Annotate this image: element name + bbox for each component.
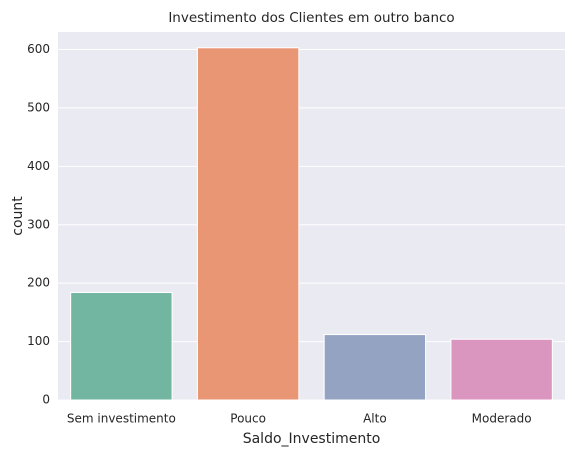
- bar: [450, 338, 553, 401]
- y-axis-label: count: [10, 196, 26, 236]
- y-tick-label: 300: [27, 217, 50, 231]
- x-tick-label: Sem investimento: [67, 412, 176, 426]
- x-axis-label: Saldo_Investimento: [243, 431, 381, 447]
- y-tick-label: 400: [27, 159, 50, 173]
- bar: [323, 334, 427, 401]
- y-tick-label: 200: [27, 276, 50, 290]
- y-tick-label: 100: [27, 334, 50, 348]
- y-tick-label: 0: [42, 393, 50, 407]
- y-tick-label: 600: [27, 42, 50, 56]
- x-tick-label: Moderado: [472, 412, 532, 426]
- x-tick-label: Alto: [363, 412, 387, 426]
- chart-title: Investimento dos Clientes em outro banco: [168, 10, 454, 26]
- x-tick-label: Pouco: [230, 412, 266, 426]
- bar: [70, 292, 173, 401]
- bar: [196, 47, 300, 401]
- y-tick-label: 500: [27, 100, 50, 114]
